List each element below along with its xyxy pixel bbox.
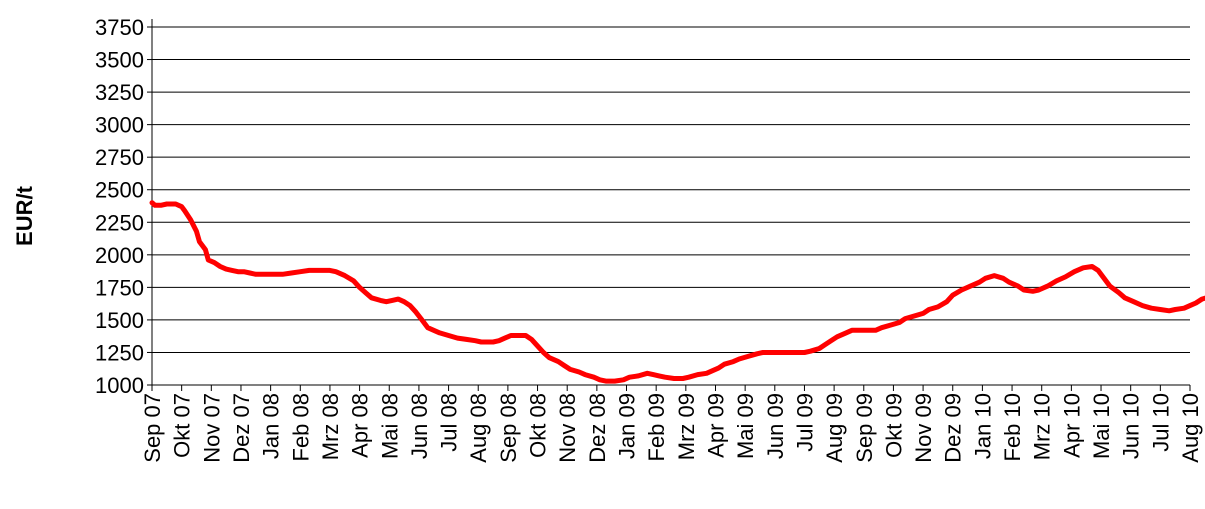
gridlines <box>152 26 1190 386</box>
x-tick-label: Apr 09 <box>703 393 728 458</box>
x-tick-label: Sep 09 <box>852 393 877 463</box>
x-tick-label: Feb 08 <box>288 393 313 462</box>
x-tick-label: Mai 08 <box>377 393 402 459</box>
y-axis-label: EUR/t <box>12 185 37 246</box>
x-tick-label: Jan 08 <box>259 393 284 459</box>
x-tick-label: Mrz 08 <box>318 393 343 460</box>
x-tick-label: Dez 09 <box>941 393 966 463</box>
x-tick-label: Mai 10 <box>1089 393 1114 459</box>
x-tick-label: Dez 07 <box>229 393 254 463</box>
x-tick-label: Sep 08 <box>496 393 521 463</box>
y-tick-label: 3250 <box>95 80 144 105</box>
x-tick-label: Aug 09 <box>822 393 847 463</box>
x-tick-label: Jan 09 <box>615 393 640 459</box>
x-tick-label: Jun 09 <box>763 393 788 459</box>
x-tick-label: Apr 08 <box>348 393 373 458</box>
x-tick-label: Okt 08 <box>526 393 551 458</box>
x-tick-label: Nov 07 <box>199 393 224 463</box>
x-tick-label: Jul 08 <box>437 393 462 452</box>
y-tick-label: 1750 <box>95 275 144 300</box>
x-tick-label: Apr 10 <box>1059 393 1084 458</box>
x-tick-label: Sep 07 <box>140 393 165 463</box>
y-tick-label: 2000 <box>95 243 144 268</box>
series-line <box>149 200 1205 384</box>
x-tick-label: Dez 08 <box>585 393 610 463</box>
y-tick-label: 3750 <box>95 15 144 40</box>
y-tick-label: 1500 <box>95 308 144 333</box>
y-tick-label: 2250 <box>95 210 144 235</box>
x-tick-label: Aug 10 <box>1178 393 1203 463</box>
x-tick-label: Feb 09 <box>644 393 669 462</box>
x-tick-label: Jan 10 <box>970 393 995 459</box>
x-tick-label: Mrz 10 <box>1030 393 1055 460</box>
x-tick-label: Mai 09 <box>733 393 758 459</box>
y-tick-label: 1250 <box>95 340 144 365</box>
x-tick-label: Feb 10 <box>1000 393 1025 462</box>
y-tick-label: 3500 <box>95 48 144 73</box>
y-tick-label: 2750 <box>95 145 144 170</box>
x-axis-ticks: Sep 07 Okt 07 Nov 07 Dez 07 Jan 08 Feb 08 Mrz … <box>140 385 1203 463</box>
y-tick-label: 1000 <box>95 373 144 398</box>
y-tick-label: 3000 <box>95 113 144 138</box>
x-tick-label: Aug 08 <box>466 393 491 463</box>
x-tick-label: Mrz 09 <box>674 393 699 460</box>
x-tick-label: Nov 09 <box>911 393 936 463</box>
x-tick-label: Jun 10 <box>1119 393 1144 459</box>
x-tick-label: Jul 09 <box>792 393 817 452</box>
x-tick-label: Okt 07 <box>170 393 195 458</box>
y-tick-label: 2500 <box>95 178 144 203</box>
x-tick-label: Okt 09 <box>881 393 906 458</box>
x-tick-label: Jun 08 <box>407 393 432 459</box>
x-tick-label: Nov 08 <box>555 393 580 463</box>
y-axis-ticks: 1000 1250 1500 1750 2000 2250 2500 2750 3000 3250… <box>95 15 152 398</box>
x-tick-label: Jul 10 <box>1148 393 1173 452</box>
